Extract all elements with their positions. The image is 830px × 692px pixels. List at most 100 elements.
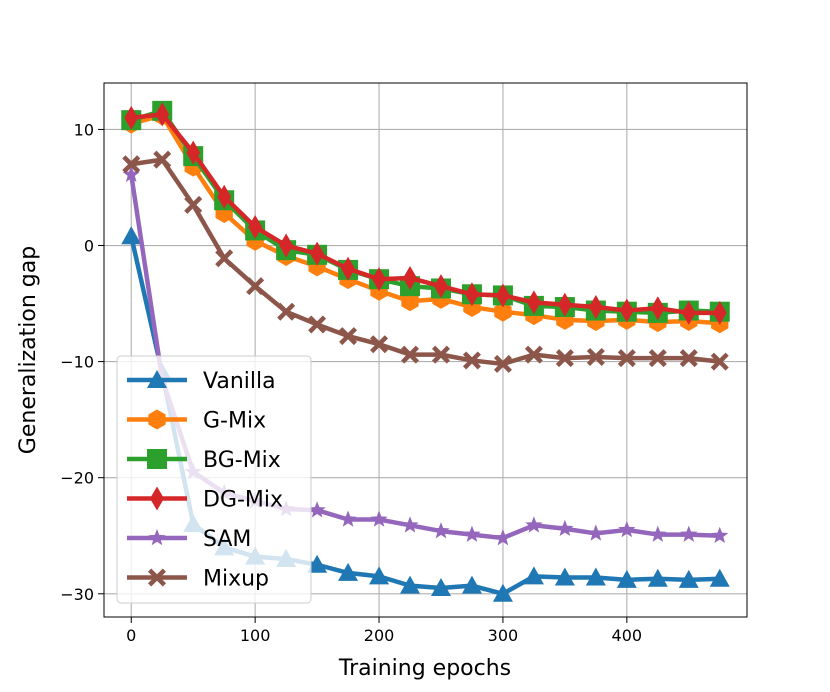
mixup-point xyxy=(215,249,234,268)
dg-mix-point xyxy=(588,295,603,320)
legend-item-mixup: Mixup xyxy=(127,567,269,592)
dg-mix-point xyxy=(155,102,170,127)
legend-marker-g-mix xyxy=(148,409,166,430)
dg-mix-point xyxy=(186,140,201,165)
legend-item-dg-mix: DG-Mix xyxy=(127,486,283,513)
sam-point xyxy=(463,525,481,542)
dg-mix-point xyxy=(433,274,448,299)
dg-mix-point xyxy=(124,105,139,130)
y-tick-label: 10 xyxy=(74,120,94,139)
dg-mix-point xyxy=(681,300,696,325)
sam-point xyxy=(122,165,140,182)
g-mix-point xyxy=(494,301,512,322)
dg-mix-point xyxy=(464,282,479,307)
dg-mix-point xyxy=(495,283,510,308)
mixup-point xyxy=(586,347,605,366)
legend-marker-mixup xyxy=(148,568,166,587)
y-tick-label: −20 xyxy=(60,469,94,488)
vanilla-point xyxy=(616,569,637,588)
series-mixup xyxy=(122,150,729,373)
mixup-point xyxy=(555,349,574,368)
sam-point xyxy=(370,510,388,527)
plot-frame xyxy=(103,82,748,618)
mixup-point xyxy=(246,277,265,296)
vanilla-point xyxy=(307,554,328,573)
sam-point xyxy=(649,525,667,542)
vanilla-point xyxy=(585,567,606,586)
x-tick-label: 200 xyxy=(364,626,395,645)
dg-mix-point xyxy=(217,184,232,209)
sam-point xyxy=(525,516,543,533)
dg-mix-point xyxy=(557,292,572,317)
vanilla-point xyxy=(369,566,390,585)
sam-point xyxy=(339,510,357,527)
vanilla-point xyxy=(492,583,513,602)
legend-marker-sam xyxy=(148,529,166,546)
mixup-point xyxy=(153,150,172,169)
legend-marker-dg-mix xyxy=(150,486,164,511)
legend: Vanilla G-Mix BG-Mix DG-Mix SAM Mixup xyxy=(116,355,312,604)
vanilla-point xyxy=(709,568,730,587)
sam-point xyxy=(680,525,698,542)
mixup-point xyxy=(493,354,512,373)
y-tick-label: −10 xyxy=(60,353,94,372)
legend-label-vanilla: Vanilla xyxy=(203,369,276,394)
sam-point xyxy=(711,526,729,544)
legend-label-mixup: Mixup xyxy=(203,567,269,592)
dg-mix-point xyxy=(248,214,263,239)
vanilla-point xyxy=(523,566,544,585)
sam-point xyxy=(308,501,326,518)
legend-item-vanilla: Vanilla xyxy=(127,369,276,394)
mixup-point xyxy=(431,345,450,364)
vanilla-point xyxy=(554,567,575,586)
sam-point xyxy=(401,516,419,533)
sam-point xyxy=(494,529,512,546)
sam-point xyxy=(587,524,605,541)
dg-mix-point xyxy=(526,290,541,315)
mixup-point xyxy=(370,335,389,354)
mixup-point xyxy=(122,155,141,174)
sam-point xyxy=(556,519,574,537)
g-mix-point xyxy=(401,291,419,312)
legend-label-sam: SAM xyxy=(203,527,251,552)
y-axis-label: Generalization gap xyxy=(16,246,41,454)
dg-mix-point xyxy=(650,296,665,321)
mixup-point xyxy=(401,345,420,364)
vanilla-point xyxy=(430,577,451,596)
x-tick-label: 300 xyxy=(488,626,519,645)
mixup-point xyxy=(617,349,636,368)
mixup-point xyxy=(277,302,296,321)
mixup-point xyxy=(184,195,203,214)
dg-mix-point xyxy=(372,267,387,292)
legend-label-g-mix: G-Mix xyxy=(203,409,266,434)
x-tick-label: 400 xyxy=(612,626,643,645)
mixup-point xyxy=(679,349,698,368)
mixup-point xyxy=(339,327,358,346)
sam-point xyxy=(432,522,450,539)
dg-mix-point xyxy=(310,241,325,266)
vanilla-point xyxy=(678,569,699,588)
vanilla-point xyxy=(338,562,359,581)
legend-label-bg-mix: BG-Mix xyxy=(203,448,281,473)
dg-mix-point xyxy=(403,266,418,291)
mixup-point xyxy=(308,315,327,334)
y-tick-label: −30 xyxy=(60,585,94,604)
vanilla-point xyxy=(647,568,668,587)
mixup-point xyxy=(524,345,543,364)
legend-label-dg-mix: DG-Mix xyxy=(203,488,283,513)
mixup-point xyxy=(710,352,729,371)
mixup-point xyxy=(648,349,667,368)
sam-point xyxy=(618,520,636,538)
vanilla-point xyxy=(461,575,482,594)
dg-mix-point xyxy=(712,300,727,325)
vanilla-point xyxy=(121,226,142,245)
x-tick-label: 100 xyxy=(240,626,271,645)
legend-item-g-mix: G-Mix xyxy=(127,409,266,434)
dg-mix-point xyxy=(619,298,634,323)
legend-marker-vanilla xyxy=(147,370,167,388)
legend-item-bg-mix: BG-Mix xyxy=(127,448,281,473)
x-tick-label: 0 xyxy=(126,626,136,645)
legend-item-sam: SAM xyxy=(127,527,251,552)
